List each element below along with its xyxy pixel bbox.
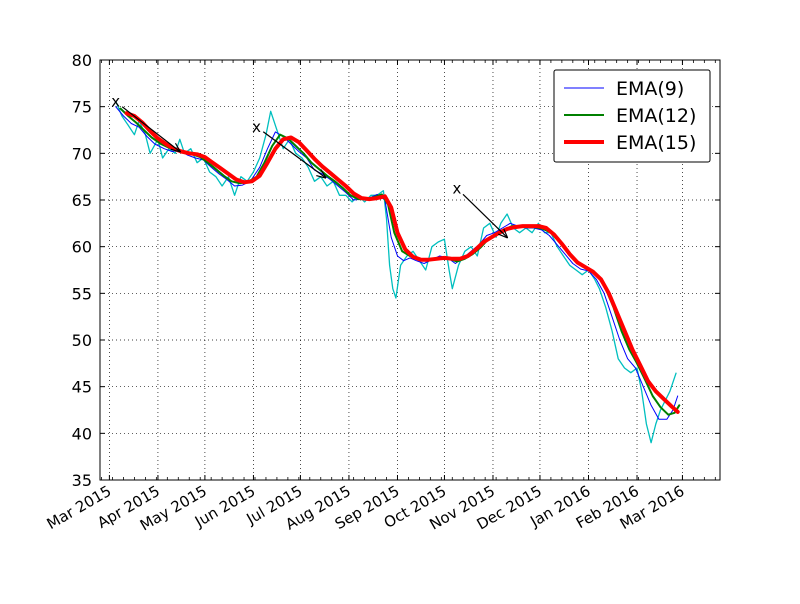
annotation-label: x	[252, 118, 261, 136]
y-tick-label: 40	[72, 424, 92, 443]
legend: EMA(9) EMA(12) EMA(15)	[553, 69, 711, 163]
y-tick-label: 80	[72, 51, 92, 70]
legend-label: EMA(9)	[616, 78, 684, 100]
series-layer	[115, 100, 681, 444]
y-tick-label: 35	[72, 471, 92, 490]
y-tick-label: 75	[72, 98, 92, 117]
y-tick-label: 45	[72, 378, 92, 397]
y-tick-label: 65	[72, 191, 92, 210]
annotation-arrow	[121, 106, 180, 152]
annotation-arrow	[462, 193, 507, 237]
legend-label: EMA(15)	[616, 132, 696, 154]
y-tick-label: 55	[72, 284, 92, 303]
y-tick-label: 70	[72, 144, 92, 163]
annotation-label: x	[111, 93, 120, 111]
legend-box	[553, 69, 711, 163]
series-line-ema-15	[124, 111, 680, 414]
annotation-arrow	[262, 131, 325, 178]
annotation-label: x	[453, 179, 462, 197]
y-tick-label: 60	[72, 238, 92, 257]
annotations: x x x	[111, 93, 507, 238]
plot-frame	[99, 59, 721, 481]
legend-label: EMA(12)	[616, 105, 696, 127]
y-tick-label: 50	[72, 331, 92, 350]
